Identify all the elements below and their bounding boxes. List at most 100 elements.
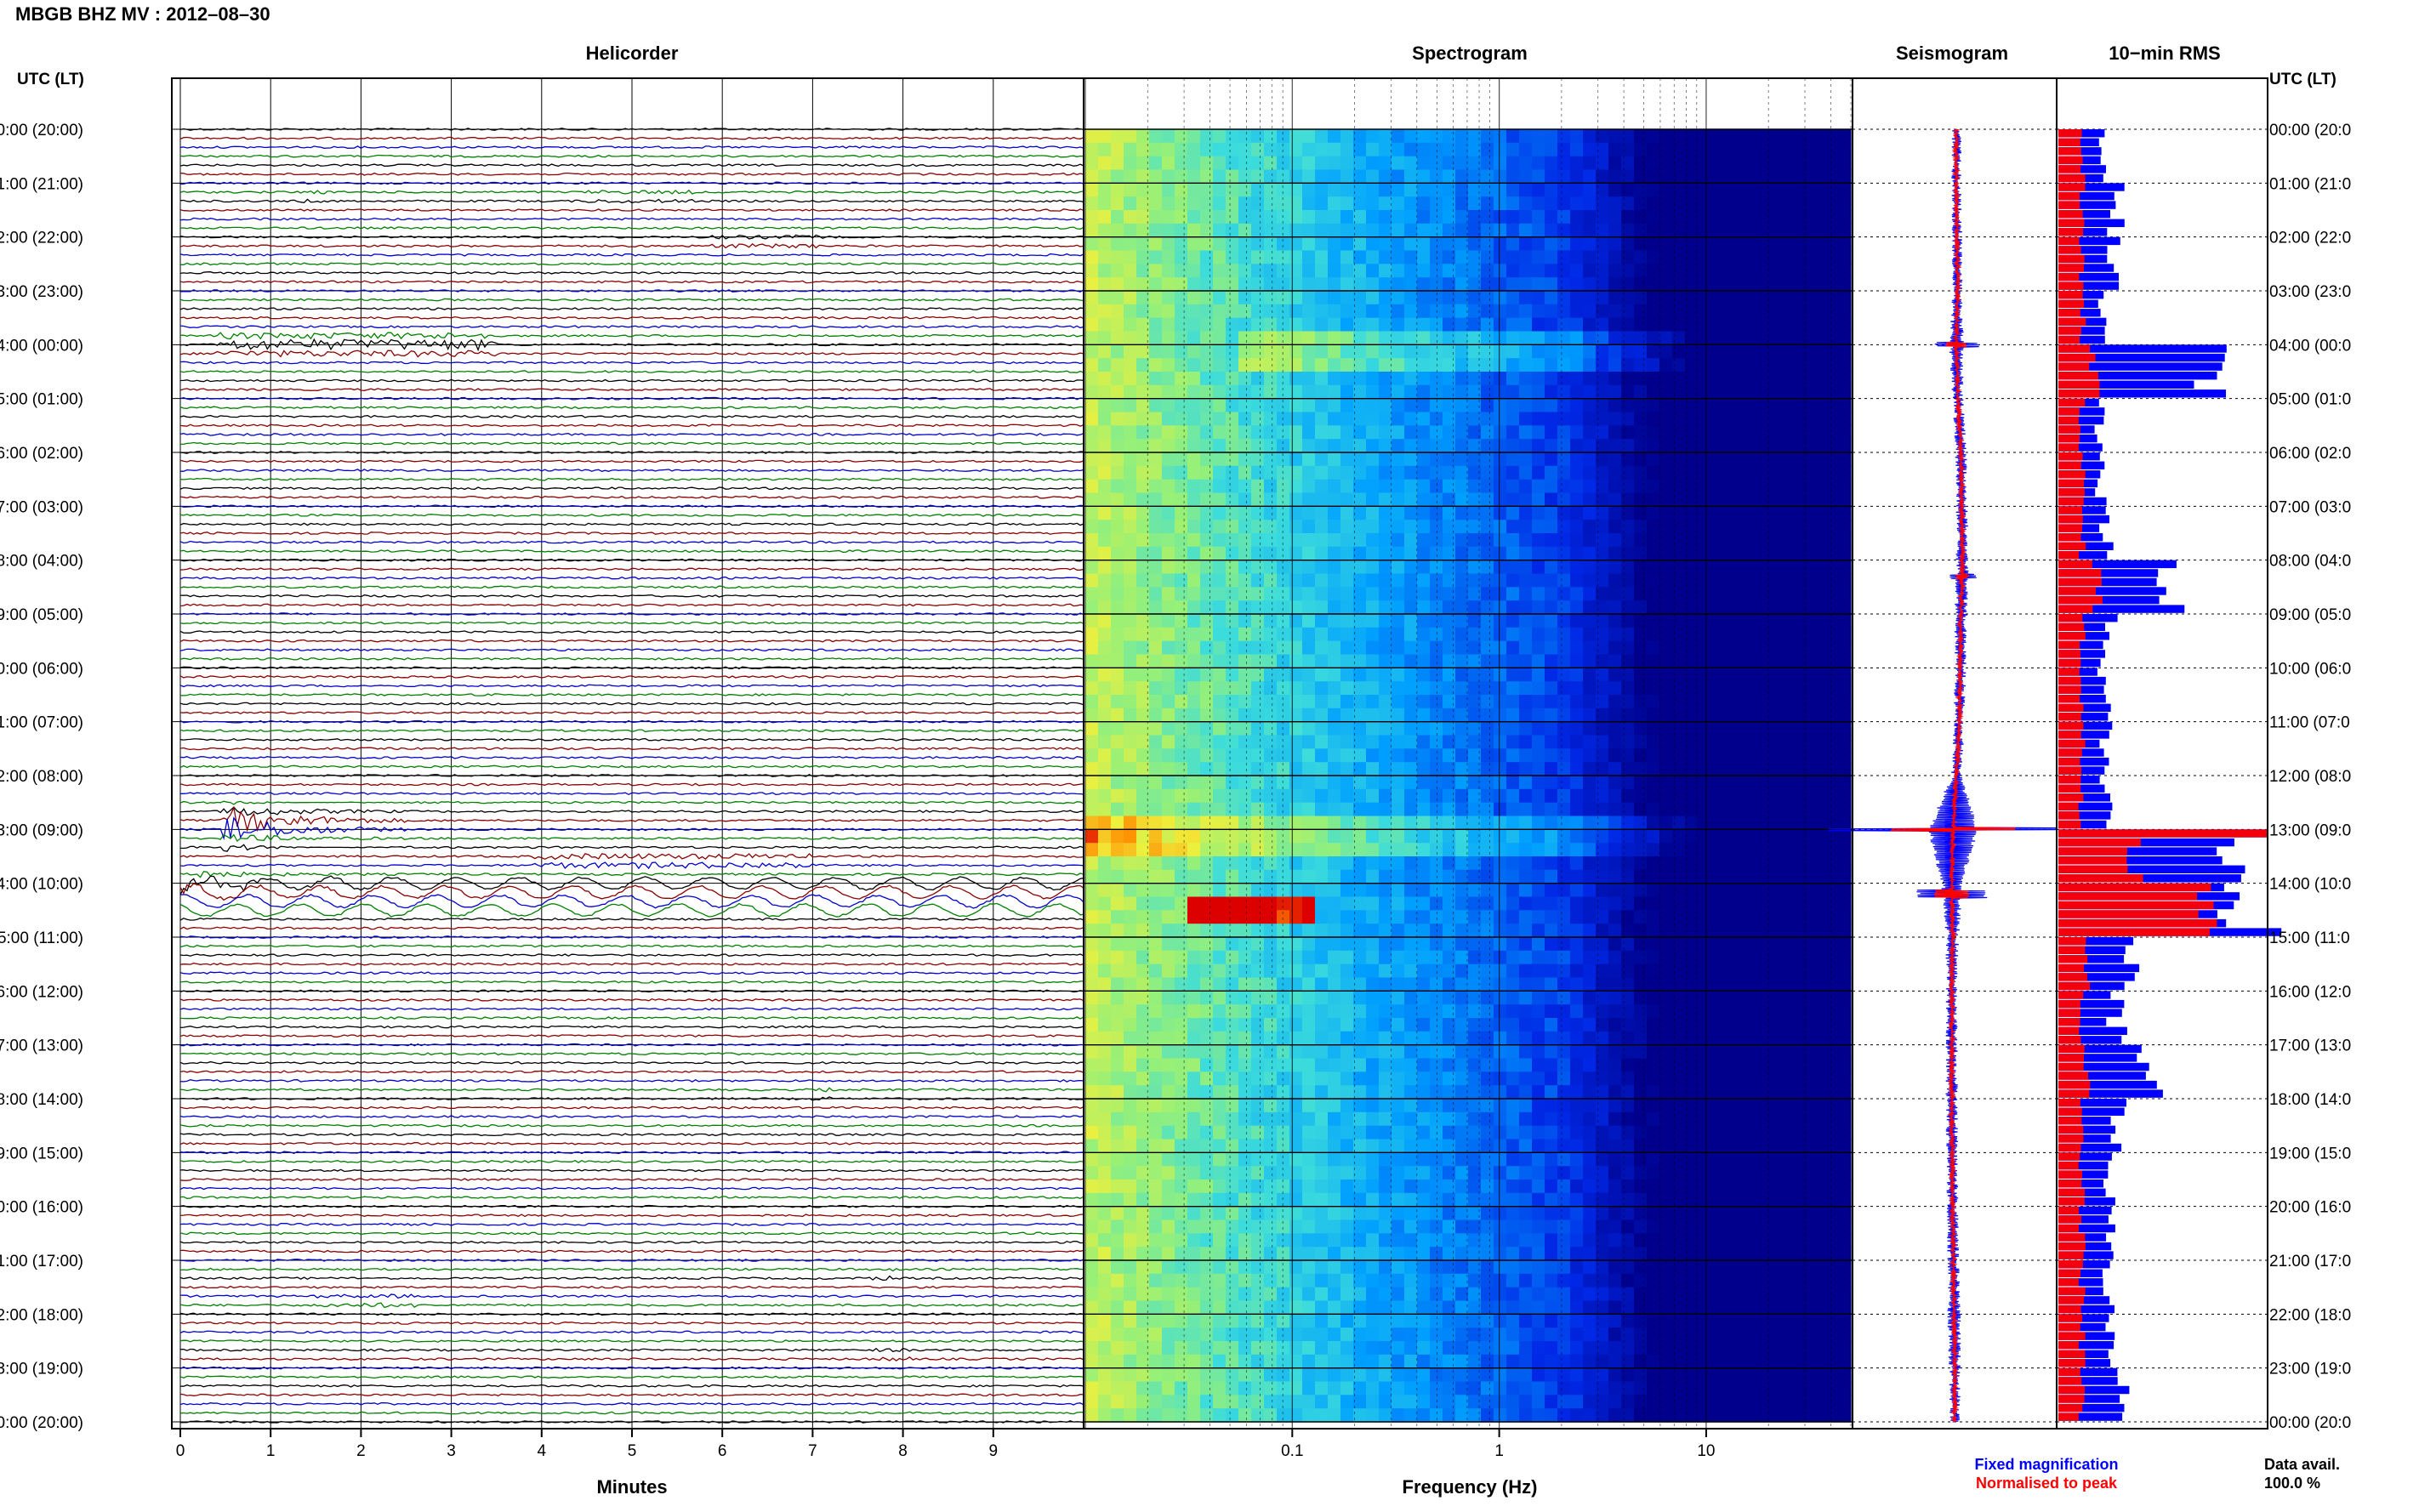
spectrogram-cell [1813, 924, 1826, 938]
spectrogram-cell [1404, 587, 1418, 601]
spectrogram-cell [1455, 869, 1469, 884]
spectrogram-cell [1762, 520, 1775, 534]
spectrogram-cell [1302, 142, 1316, 157]
spectrogram-cell [1685, 991, 1699, 1005]
spectrogram-cell [1111, 560, 1124, 575]
spectrogram-cell [1430, 277, 1443, 292]
spectrogram-cell [1710, 600, 1724, 615]
spectrogram-cell [1353, 776, 1367, 790]
spectrogram-cell [1417, 788, 1431, 804]
spectrogram-cell [1762, 816, 1775, 830]
spectrogram-cell [1762, 721, 1775, 736]
spectrogram-cell [1736, 1192, 1750, 1208]
spectrogram-cell [1672, 1031, 1686, 1046]
spectrogram-cell [1468, 883, 1482, 898]
spectrogram-cell [1328, 924, 1341, 938]
spectrogram-cell [1289, 439, 1303, 453]
spectrogram-cell [1800, 937, 1813, 952]
spectrogram-cell [1455, 721, 1469, 736]
spectrogram-cell [1494, 788, 1507, 804]
spectrogram-cell [1315, 600, 1329, 615]
spectrogram-cell [1762, 129, 1775, 144]
helicorder-traces [179, 128, 1084, 1424]
spectrogram-cell [1647, 1044, 1660, 1060]
spectrogram-cell [1175, 1099, 1188, 1113]
spectrogram-cell [1392, 277, 1405, 292]
spectrogram-cell [1443, 708, 1456, 723]
spectrogram-cell [1749, 1139, 1762, 1153]
spectrogram-cell [1187, 1152, 1201, 1167]
spectrogram-cell [1404, 788, 1418, 804]
spectrogram-cell [1481, 546, 1494, 561]
spectrogram-cell [1494, 344, 1507, 359]
spectrogram-cell [1328, 1192, 1341, 1208]
spectrogram-cell [1340, 317, 1354, 333]
spectrogram-cell [1149, 331, 1163, 345]
spectrogram-cell [1328, 654, 1341, 668]
spectrogram-cell [1085, 156, 1099, 171]
spectrogram-cell [1226, 856, 1239, 871]
spectrogram-cell [1443, 291, 1456, 305]
spectrogram-cell [1710, 762, 1724, 776]
helicorder-trace [179, 504, 1084, 509]
spectrogram-cell [1608, 277, 1622, 292]
spectrogram-cell [1710, 587, 1724, 601]
spectrogram-cell [1685, 587, 1699, 601]
spectrogram-cell [1723, 816, 1737, 830]
spectrogram-cell [1659, 681, 1673, 696]
spectrogram-cell [1404, 156, 1418, 171]
spectrogram-cell [1621, 304, 1635, 319]
spectrogram-cell [1200, 520, 1214, 534]
spectrogram-cell [1710, 465, 1724, 480]
spectrogram-cell [1787, 1004, 1801, 1019]
spectrogram-cell [1340, 1166, 1354, 1180]
spectrogram-cell [1251, 1018, 1265, 1032]
spectrogram-cell [1596, 250, 1609, 264]
spectrogram-cell [1200, 479, 1214, 494]
spectrogram-cell [1200, 963, 1214, 979]
spectrogram-cell [1634, 963, 1648, 979]
spectrogram-cell [1596, 1044, 1609, 1060]
spectrogram-cell [1506, 627, 1520, 642]
spectrogram-cell [1443, 1166, 1456, 1180]
spectrogram-cell [1659, 479, 1673, 494]
spectrogram-cell [1187, 802, 1201, 817]
spectrogram-cell [1672, 735, 1686, 749]
spectrogram-cell [1340, 735, 1354, 749]
spectrogram-cell [1647, 1085, 1660, 1100]
spectrogram-cell [1800, 816, 1813, 830]
spectrogram-cell [1596, 169, 1609, 184]
spectrogram-cell [1302, 708, 1316, 723]
spectrogram-cell [1315, 762, 1329, 776]
spectrogram-cell [1634, 991, 1648, 1005]
spectrogram-cell [1710, 776, 1724, 790]
spectrogram-cell [1098, 708, 1112, 723]
spectrogram-cell [1277, 896, 1290, 911]
spectrogram-cell [1353, 1058, 1367, 1072]
spectrogram-cell [1634, 1192, 1648, 1208]
spectrogram-cell [1787, 372, 1801, 386]
spectrogram-cell [1838, 843, 1852, 857]
spectrogram-cell [1557, 977, 1571, 992]
spectrogram-cell [1494, 236, 1507, 252]
spectrogram-cell [1455, 1111, 1469, 1127]
spectrogram-cell [1315, 668, 1329, 682]
spectrogram-cell [1238, 883, 1252, 898]
spectrogram-cell [1277, 1166, 1290, 1180]
spectrogram-cell [1494, 950, 1507, 965]
spectrogram-cell [1226, 223, 1239, 238]
spectrogram-cell [1136, 196, 1150, 211]
spectrogram-cell [1532, 600, 1545, 615]
spectrogram-cell [1251, 587, 1265, 601]
spectrogram-cell [1608, 372, 1622, 386]
spectrogram-cell [1723, 896, 1737, 911]
spectrogram-cell [1825, 358, 1839, 372]
spectrogram-cell [1519, 156, 1533, 171]
helicorder-trace [179, 693, 1084, 696]
spectrogram-cell [1264, 695, 1278, 709]
spectrogram-cell [1392, 748, 1405, 763]
spectrogram-cell [1149, 520, 1163, 534]
spectrogram-cell [1608, 1018, 1622, 1032]
spectrogram-cell [1736, 425, 1750, 440]
spectrogram-cell [1328, 991, 1341, 1005]
